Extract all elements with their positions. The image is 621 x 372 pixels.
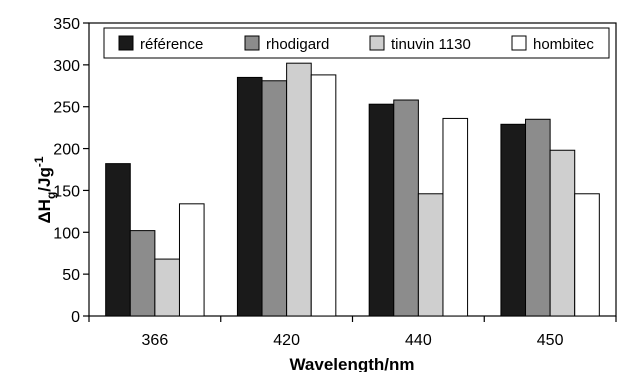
bar xyxy=(178,203,205,317)
y-tick-label: 50 xyxy=(62,267,80,284)
bar xyxy=(129,230,156,317)
x-tick-label: 440 xyxy=(405,332,432,349)
bar xyxy=(393,99,419,317)
bar xyxy=(368,103,395,317)
y-axis: 0 50 100 150 200 250 300 350 xyxy=(53,16,89,326)
y-tick-label: 150 xyxy=(53,183,80,200)
legend-swatch xyxy=(244,35,260,51)
bar xyxy=(442,117,469,317)
x-axis-title: Wavelength/nm xyxy=(290,355,415,372)
y-tick-label: 200 xyxy=(53,142,80,159)
legend: référence rhodigard tinuvin 1130 hombitec xyxy=(103,27,610,59)
bar xyxy=(549,149,576,317)
y-tick-label: 300 xyxy=(53,58,80,75)
y-tick-label: 100 xyxy=(53,225,80,242)
bar xyxy=(236,76,263,317)
x-tick-label: 366 xyxy=(142,332,169,349)
legend-swatch xyxy=(511,35,527,51)
bar xyxy=(574,193,600,317)
y-axis-title: ΔHg/Jg-1 xyxy=(32,156,58,223)
legend-label: hombitec xyxy=(533,36,594,53)
bars-group xyxy=(105,62,600,317)
y-tick-label: 0 xyxy=(71,309,80,326)
bar xyxy=(417,193,444,317)
legend-swatch xyxy=(369,35,385,51)
x-tick-label: 450 xyxy=(537,332,564,349)
legend-label: référence xyxy=(140,36,203,53)
legend-label: tinuvin 1130 xyxy=(391,36,471,53)
bar xyxy=(500,123,527,317)
bar xyxy=(286,62,312,317)
legend-label: rhodigard xyxy=(266,36,329,53)
y-tick-label: 250 xyxy=(53,100,80,117)
y-axis-title-subscript: g xyxy=(44,192,58,199)
x-axis: 366 420 440 450 xyxy=(88,316,617,349)
y-axis-title-symbol: ΔH xyxy=(35,199,54,224)
bar xyxy=(154,258,180,317)
bar xyxy=(261,80,288,317)
y-axis-title-unit: /Jg xyxy=(35,167,54,192)
bar xyxy=(310,74,337,317)
bar xyxy=(105,163,131,317)
bar xyxy=(525,118,551,317)
x-tick-label: 420 xyxy=(273,332,300,349)
legend-swatch xyxy=(118,35,134,51)
y-axis-title-superscript: -1 xyxy=(32,156,46,167)
y-tick-label: 350 xyxy=(53,16,80,33)
